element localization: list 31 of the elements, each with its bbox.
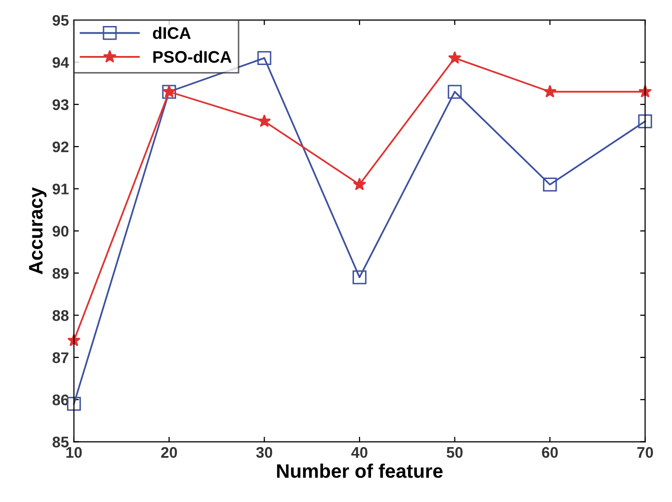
point <box>543 84 557 98</box>
y-tick-label: 91 <box>52 184 69 194</box>
y-tick-label: 89 <box>52 268 68 279</box>
y-tick-label: 85 <box>52 436 69 448</box>
x-tick-label: 40 <box>351 447 368 458</box>
legend-label: dICA <box>152 26 191 39</box>
y-tick-label: 88 <box>52 310 69 321</box>
point <box>448 51 462 64</box>
y-tick-label: 95 <box>52 14 69 26</box>
x-tick-label: 60 <box>542 447 558 458</box>
point <box>66 396 81 411</box>
y-tick-label: 94 <box>52 57 69 68</box>
x-tick-label: 10 <box>66 447 82 458</box>
point <box>257 51 272 65</box>
point <box>352 178 366 190</box>
point <box>542 178 557 192</box>
x-tick-label: 30 <box>256 447 272 458</box>
x-tick-label: 50 <box>446 447 463 458</box>
y-tick-label: 92 <box>52 141 68 152</box>
y-tick-label: 93 <box>52 99 69 110</box>
point <box>258 114 271 128</box>
point <box>352 270 366 284</box>
y-tick-label: 87 <box>52 352 68 364</box>
x-tick-label: 20 <box>161 447 177 458</box>
x-axis-title: Number of feature <box>277 464 443 478</box>
point <box>448 84 462 99</box>
legend-label: PSO-dICA <box>153 50 232 63</box>
y-tick-label: 90 <box>52 226 68 237</box>
y-axis-title: Accuracy <box>29 187 47 274</box>
x-tick-label: 70 <box>637 447 653 458</box>
point <box>638 114 652 128</box>
